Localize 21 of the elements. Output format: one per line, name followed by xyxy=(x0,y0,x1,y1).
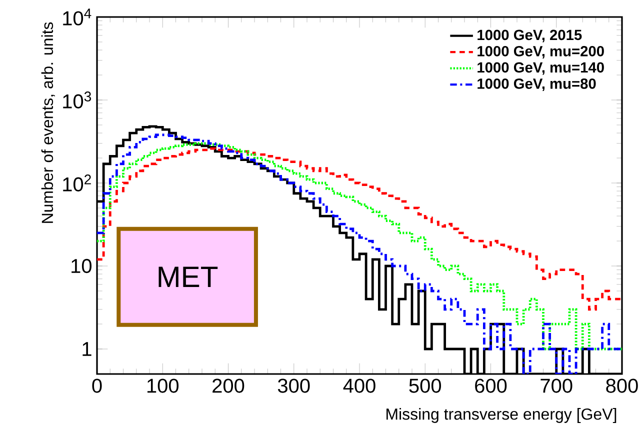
x-tick-label: 700 xyxy=(540,378,572,393)
y-tick-label: 10$^{2}$ xyxy=(63,174,91,192)
x-tick-label: 600 xyxy=(475,378,507,393)
y-axis-title: Number of events, arb. units xyxy=(41,22,55,223)
x-tick-label: 400 xyxy=(343,378,376,393)
x-tick-label: 200 xyxy=(212,378,244,393)
x-tick-label: 100 xyxy=(147,378,179,393)
legend-label: 1000 GeV, 2015 xyxy=(478,30,582,42)
x-tick-label: 300 xyxy=(278,378,310,393)
y-tick-label: 10$^{4}$ xyxy=(63,8,92,26)
x-tick-label: 800 xyxy=(606,378,638,393)
annotation: MET xyxy=(158,266,218,287)
legend-label: 1000 GeV, mu=80 xyxy=(478,78,596,91)
legend-label: 1000 GeV, mu=200 xyxy=(478,46,604,58)
x-axis-title: Missing transverse energy [GeV] xyxy=(386,408,616,423)
x-tick-label: 0 xyxy=(92,378,102,393)
y-tick-label: 10 xyxy=(72,258,92,274)
y-tick-label: 10$^{3}$ xyxy=(63,92,92,108)
y-tick-label: 1 xyxy=(82,342,92,356)
x-tick-label: 500 xyxy=(409,378,442,393)
legend-label: 1000 GeV, mu=140 xyxy=(478,62,604,75)
